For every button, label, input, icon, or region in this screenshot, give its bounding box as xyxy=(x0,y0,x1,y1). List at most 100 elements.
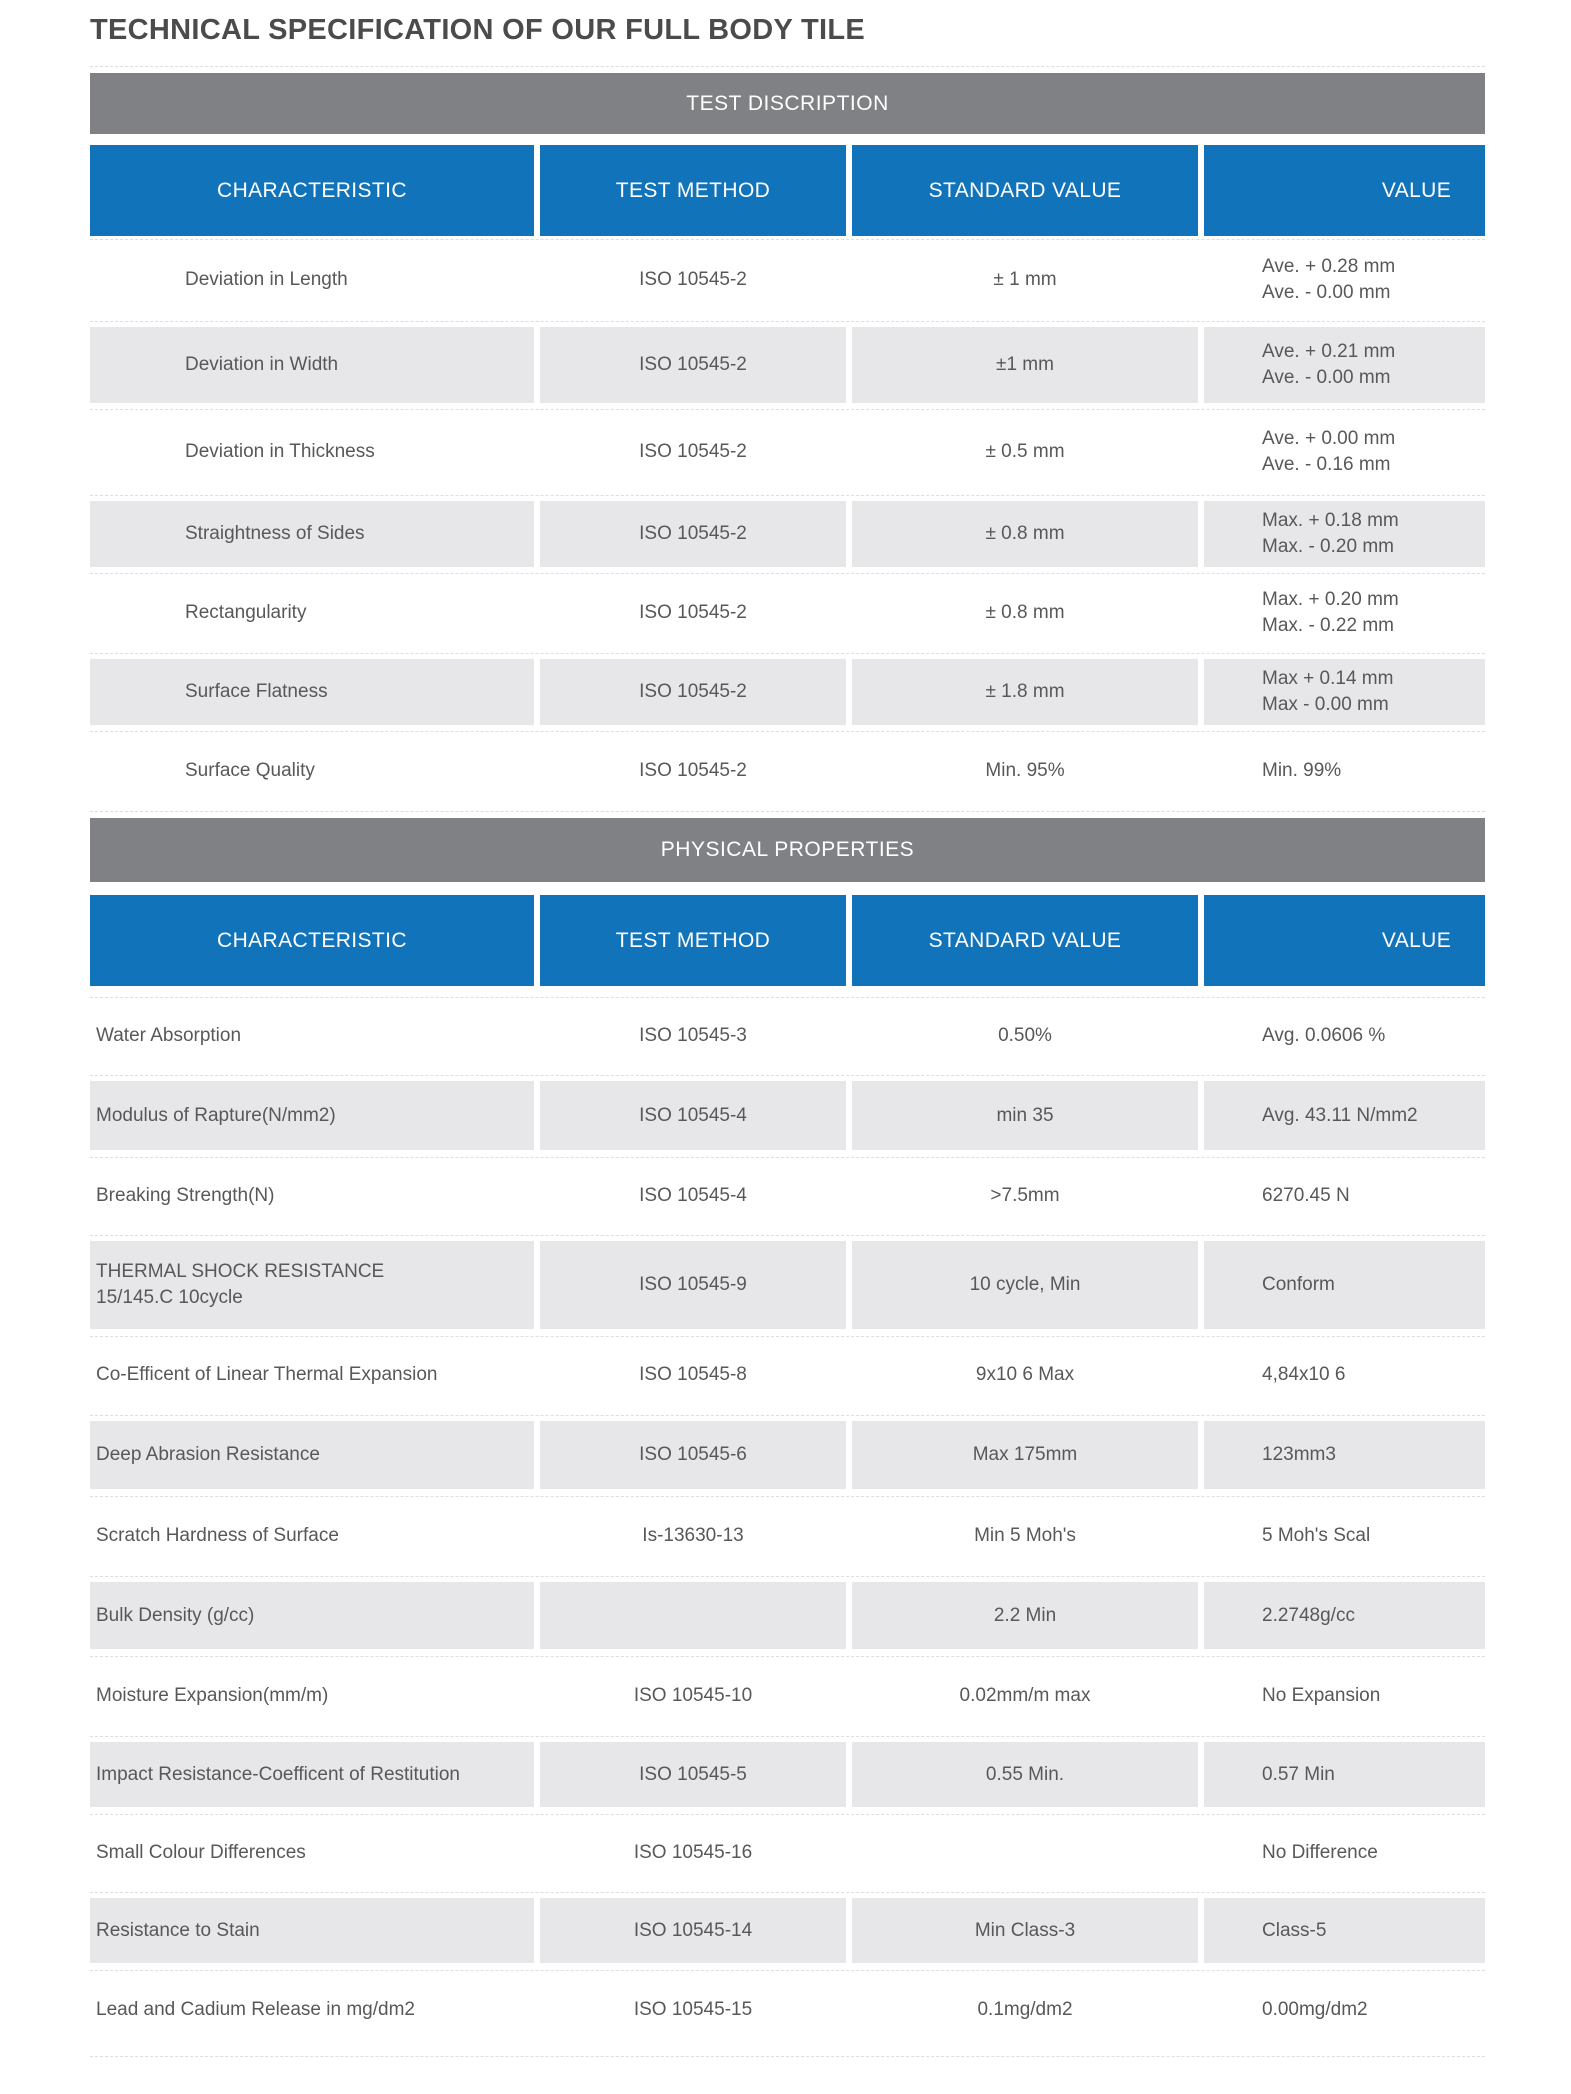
value-cell: Ave. + 0.21 mm Ave. - 0.00 mm xyxy=(1204,327,1485,403)
test-method-cell: ISO 10545-2 xyxy=(540,327,846,403)
test-method-cell: ISO 10545-2 xyxy=(540,579,846,647)
value-cell: Max. + 0.18 mm Max. - 0.20 mm xyxy=(1204,501,1485,567)
test-method-cell xyxy=(540,1582,846,1649)
standard-value-cell: Min Class-3 xyxy=(852,1898,1198,1963)
bottom-divider xyxy=(90,2056,1485,2057)
table-row: Moisture Expansion(mm/m) ISO 10545-10 0.… xyxy=(90,1656,1485,1729)
value-cell: Max + 0.14 mm Max - 0.00 mm xyxy=(1204,659,1485,725)
table-header-row: CHARACTERISTIC TEST METHOD STANDARD VALU… xyxy=(90,895,1485,986)
table-body: Deviation in Length ISO 10545-2 ± 1 mm A… xyxy=(90,239,1485,804)
table-row: Scratch Hardness of Surface Is-13630-13 … xyxy=(90,1496,1485,1569)
standard-value-cell: ± 0.5 mm xyxy=(852,415,1198,489)
table-row: Deep Abrasion Resistance ISO 10545-6 Max… xyxy=(90,1415,1485,1489)
value-cell: Avg. 43.11 N/mm2 xyxy=(1204,1081,1485,1150)
characteristic-cell: Resistance to Stain xyxy=(90,1898,534,1963)
characteristic-cell: Deviation in Length xyxy=(90,245,534,315)
test-method-cell: ISO 10545-4 xyxy=(540,1081,846,1150)
test-method-cell: ISO 10545-16 xyxy=(540,1820,846,1885)
characteristic-cell: Impact Resistance-Coefficent of Restitut… xyxy=(90,1742,534,1807)
standard-value-cell: ± 1 mm xyxy=(852,245,1198,315)
value-cell: 4,84x10 6 xyxy=(1204,1342,1485,1408)
section-band-title: PHYSICAL PROPERTIES xyxy=(90,811,1485,882)
characteristic-cell: Moisture Expansion(mm/m) xyxy=(90,1662,534,1729)
table-row: Small Colour Differences ISO 10545-16 No… xyxy=(90,1814,1485,1885)
table-row: Co-Efficent of Linear Thermal Expansion … xyxy=(90,1336,1485,1408)
column-header-standard-value: STANDARD VALUE xyxy=(852,895,1198,986)
value-cell: Class-5 xyxy=(1204,1898,1485,1963)
table-row: Water Absorption ISO 10545-3 0.50% Avg. … xyxy=(90,997,1485,1068)
table-row: Rectangularity ISO 10545-2 ± 0.8 mm Max.… xyxy=(90,573,1485,647)
characteristic-cell: Small Colour Differences xyxy=(90,1820,534,1885)
column-header-value: VALUE xyxy=(1204,145,1485,236)
standard-value-cell: 0.50% xyxy=(852,1003,1198,1068)
test-method-cell: ISO 10545-2 xyxy=(540,245,846,315)
section-physical-properties: PHYSICAL PROPERTIES CHARACTERISTIC TEST … xyxy=(90,811,1485,2057)
standard-value-cell xyxy=(852,1820,1198,1885)
table-row: Modulus of Rapture(N/mm2) ISO 10545-4 mi… xyxy=(90,1075,1485,1150)
value-cell: Ave. + 0.28 mm Ave. - 0.00 mm xyxy=(1204,245,1485,315)
test-method-cell: ISO 10545-2 xyxy=(540,501,846,567)
standard-value-cell: 9x10 6 Max xyxy=(852,1342,1198,1408)
value-cell: No Expansion xyxy=(1204,1662,1485,1729)
table-row: Deviation in Width ISO 10545-2 ±1 mm Ave… xyxy=(90,321,1485,403)
standard-value-cell: Min 5 Moh's xyxy=(852,1502,1198,1569)
test-method-cell: ISO 10545-6 xyxy=(540,1421,846,1489)
characteristic-cell: Modulus of Rapture(N/mm2) xyxy=(90,1081,534,1150)
standard-value-cell: ±1 mm xyxy=(852,327,1198,403)
value-cell: Conform xyxy=(1204,1241,1485,1329)
value-cell: Avg. 0.0606 % xyxy=(1204,1003,1485,1068)
characteristic-cell: Co-Efficent of Linear Thermal Expansion xyxy=(90,1342,534,1408)
characteristic-cell: Surface Flatness xyxy=(90,659,534,725)
page-title: TECHNICAL SPECIFICATION OF OUR FULL BODY… xyxy=(90,14,866,46)
test-method-cell: ISO 10545-14 xyxy=(540,1898,846,1963)
column-header-characteristic: CHARACTERISTIC xyxy=(90,895,534,986)
value-cell: 2.2748g/cc xyxy=(1204,1582,1485,1649)
table-row: Deviation in Thickness ISO 10545-2 ± 0.5… xyxy=(90,409,1485,489)
characteristic-cell: Lead and Cadium Release in mg/dm2 xyxy=(90,1976,534,2043)
value-cell: 0.00mg/dm2 xyxy=(1204,1976,1485,2043)
standard-value-cell: ± 0.8 mm xyxy=(852,579,1198,647)
standard-value-cell: 0.55 Min. xyxy=(852,1742,1198,1807)
table-row: Lead and Cadium Release in mg/dm2 ISO 10… xyxy=(90,1970,1485,2043)
column-header-standard-value: STANDARD VALUE xyxy=(852,145,1198,236)
characteristic-cell: Breaking Strength(N) xyxy=(90,1163,534,1228)
test-method-cell: ISO 10545-3 xyxy=(540,1003,846,1068)
standard-value-cell: >7.5mm xyxy=(852,1163,1198,1228)
value-cell: 123mm3 xyxy=(1204,1421,1485,1489)
characteristic-cell: THERMAL SHOCK RESISTANCE 15/145.C 10cycl… xyxy=(90,1241,534,1329)
characteristic-cell: Deviation in Width xyxy=(90,327,534,403)
standard-value-cell: 2.2 Min xyxy=(852,1582,1198,1649)
value-cell: 0.57 Min xyxy=(1204,1742,1485,1807)
characteristic-cell: Deviation in Thickness xyxy=(90,415,534,489)
table-row: Resistance to Stain ISO 10545-14 Min Cla… xyxy=(90,1892,1485,1963)
value-cell: Max. + 0.20 mm Max. - 0.22 mm xyxy=(1204,579,1485,647)
test-method-cell: ISO 10545-2 xyxy=(540,415,846,489)
table-row: Deviation in Length ISO 10545-2 ± 1 mm A… xyxy=(90,239,1485,315)
value-cell: Min. 99% xyxy=(1204,737,1485,804)
table-header-row: CHARACTERISTIC TEST METHOD STANDARD VALU… xyxy=(90,145,1485,236)
test-method-cell: ISO 10545-4 xyxy=(540,1163,846,1228)
standard-value-cell: min 35 xyxy=(852,1081,1198,1150)
test-method-cell: ISO 10545-9 xyxy=(540,1241,846,1329)
standard-value-cell: ± 0.8 mm xyxy=(852,501,1198,567)
standard-value-cell: ± 1.8 mm xyxy=(852,659,1198,725)
table-row: Impact Resistance-Coefficent of Restitut… xyxy=(90,1736,1485,1807)
characteristic-cell: Straightness of Sides xyxy=(90,501,534,567)
test-method-cell: ISO 10545-2 xyxy=(540,737,846,804)
characteristic-cell: Deep Abrasion Resistance xyxy=(90,1421,534,1489)
characteristic-cell: Rectangularity xyxy=(90,579,534,647)
characteristic-cell: Scratch Hardness of Surface xyxy=(90,1502,534,1569)
value-cell: 5 Moh's Scal xyxy=(1204,1502,1485,1569)
table-row: THERMAL SHOCK RESISTANCE 15/145.C 10cycl… xyxy=(90,1235,1485,1329)
column-header-test-method: TEST METHOD xyxy=(540,145,846,236)
test-method-cell: Is-13630-13 xyxy=(540,1502,846,1569)
column-header-test-method: TEST METHOD xyxy=(540,895,846,986)
value-cell: 6270.45 N xyxy=(1204,1163,1485,1228)
column-header-value-label: VALUE xyxy=(1381,928,1452,952)
section-band-title: TEST DISCRIPTION xyxy=(90,66,1485,134)
standard-value-cell: Min. 95% xyxy=(852,737,1198,804)
spec-sheet: TECHNICAL SPECIFICATION OF OUR FULL BODY… xyxy=(90,0,1485,2057)
table-body: Water Absorption ISO 10545-3 0.50% Avg. … xyxy=(90,997,1485,2043)
table-row: Bulk Density (g/cc) 2.2 Min 2.2748g/cc xyxy=(90,1576,1485,1649)
test-method-cell: ISO 10545-15 xyxy=(540,1976,846,2043)
